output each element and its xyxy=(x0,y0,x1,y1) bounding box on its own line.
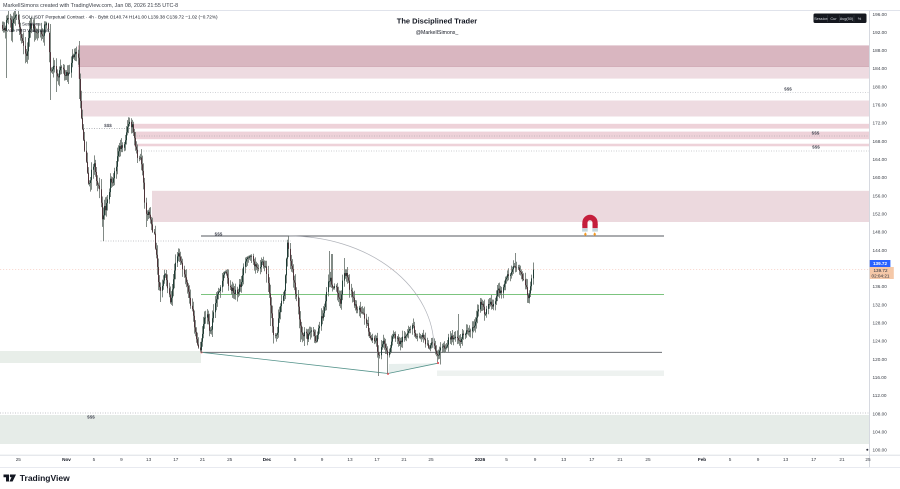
svg-text:Session: Session xyxy=(814,16,828,21)
svg-text:139.72: 139.72 xyxy=(873,261,887,266)
svg-text:MarkelISimons created with Tra: MarkelISimons created with TradingView.c… xyxy=(3,3,178,9)
svg-text:%: % xyxy=(858,16,862,21)
svg-text:The Disciplined Trader: The Disciplined Trader xyxy=(397,17,478,26)
svg-text:124.00: 124.00 xyxy=(873,339,888,344)
svg-text:139.72: 139.72 xyxy=(873,268,887,273)
svg-text:21: 21 xyxy=(617,457,623,462)
svg-text:9: 9 xyxy=(321,457,324,462)
svg-text:21: 21 xyxy=(401,457,407,462)
svg-text:SOLUSDT Perpetual Contract · 4: SOLUSDT Perpetual Contract · 4h · Bybit … xyxy=(22,15,218,20)
svg-text:25: 25 xyxy=(865,457,871,462)
svg-text:120.00: 120.00 xyxy=(873,357,888,362)
svg-text:13: 13 xyxy=(347,457,353,462)
svg-text:13: 13 xyxy=(146,457,152,462)
svg-text:136.00: 136.00 xyxy=(873,284,888,289)
svg-text:Sessions: Sessions xyxy=(22,22,41,27)
svg-text:$$$: $$$ xyxy=(104,123,112,128)
svg-text:152.00: 152.00 xyxy=(873,212,888,217)
svg-text:02:04:21: 02:04:21 xyxy=(872,273,890,278)
svg-text:$$$: $$$ xyxy=(784,87,792,92)
svg-text:156.00: 156.00 xyxy=(873,193,888,198)
svg-text:21: 21 xyxy=(200,457,206,462)
svg-text:@MarkelISimons_: @MarkelISimons_ xyxy=(416,30,459,36)
svg-text:Avg(50): Avg(50) xyxy=(840,16,854,21)
svg-text:172.00: 172.00 xyxy=(873,121,888,126)
svg-text:184.00: 184.00 xyxy=(873,66,888,71)
svg-text:17: 17 xyxy=(811,457,817,462)
svg-text:Nov: Nov xyxy=(62,457,71,462)
svg-text:196.00: 196.00 xyxy=(873,12,888,17)
svg-text:$$$: $$$ xyxy=(87,415,95,420)
svg-text:176.00: 176.00 xyxy=(873,103,888,108)
svg-text:5: 5 xyxy=(505,457,508,462)
svg-text:168.00: 168.00 xyxy=(873,139,888,144)
svg-text:Feb: Feb xyxy=(698,457,706,462)
svg-text:9: 9 xyxy=(534,457,537,462)
svg-text:17: 17 xyxy=(589,457,595,462)
svg-text:132.00: 132.00 xyxy=(873,302,888,307)
svg-text:9: 9 xyxy=(120,457,123,462)
svg-text:116.00: 116.00 xyxy=(873,375,887,380)
svg-text:164.00: 164.00 xyxy=(873,157,888,162)
svg-text:108.00: 108.00 xyxy=(873,411,888,416)
svg-text:25: 25 xyxy=(428,457,434,462)
svg-text:17: 17 xyxy=(374,457,380,462)
svg-text:17: 17 xyxy=(173,457,179,462)
svg-text:13: 13 xyxy=(783,457,789,462)
svg-text:$$$: $$$ xyxy=(215,231,223,236)
svg-text:112.00: 112.00 xyxy=(873,393,887,398)
svg-text:Axe PRO Watermark: Axe PRO Watermark xyxy=(7,28,50,33)
svg-text:188.00: 188.00 xyxy=(873,48,888,53)
svg-text:25: 25 xyxy=(227,457,233,462)
svg-text:5: 5 xyxy=(294,457,297,462)
svg-text:Cur: Cur xyxy=(830,16,837,21)
svg-text:25: 25 xyxy=(16,457,22,462)
svg-text:TradingView: TradingView xyxy=(20,473,70,483)
svg-text:13: 13 xyxy=(561,457,567,462)
svg-text:$$$: $$$ xyxy=(812,145,820,150)
svg-text:5: 5 xyxy=(729,457,732,462)
svg-text:21: 21 xyxy=(839,457,845,462)
svg-text:5: 5 xyxy=(93,457,96,462)
svg-text:104.00: 104.00 xyxy=(873,429,888,434)
svg-text:160.00: 160.00 xyxy=(873,175,888,180)
svg-text:128.00: 128.00 xyxy=(873,321,888,326)
svg-text:9: 9 xyxy=(757,457,760,462)
svg-text:180.00: 180.00 xyxy=(873,84,888,89)
svg-text:$$$: $$$ xyxy=(812,130,820,135)
svg-text:148.00: 148.00 xyxy=(873,230,888,235)
svg-text:192.00: 192.00 xyxy=(873,30,888,35)
svg-text:100.00: 100.00 xyxy=(873,448,888,453)
svg-text:144.00: 144.00 xyxy=(873,248,888,253)
svg-text:Dec: Dec xyxy=(263,457,272,462)
svg-text:2026: 2026 xyxy=(475,457,486,462)
svg-text:25: 25 xyxy=(645,457,651,462)
